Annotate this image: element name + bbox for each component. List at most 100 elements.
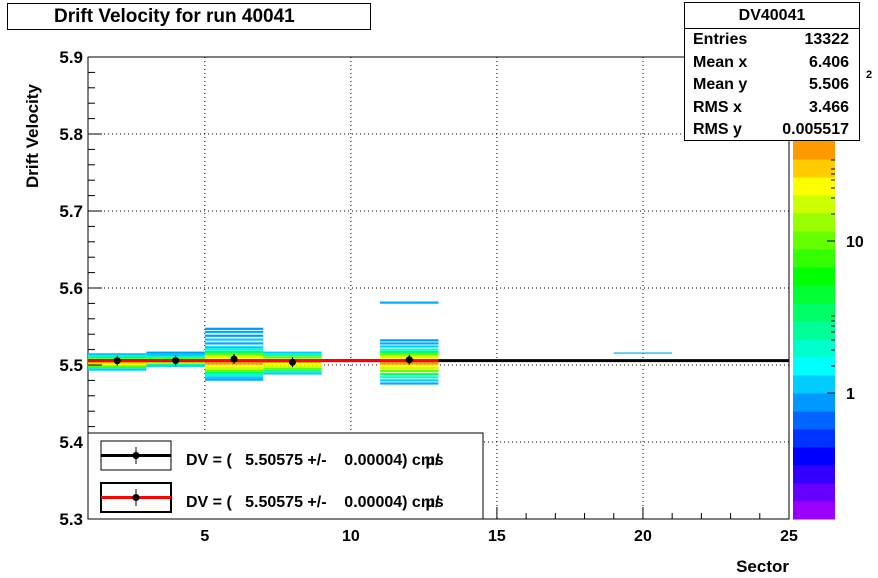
heatmap-cell	[204, 376, 264, 379]
color-scale-segment	[793, 501, 835, 520]
heatmap-cell	[380, 382, 439, 385]
data-point	[172, 357, 180, 365]
heatmap-cell	[380, 342, 439, 345]
heatmap-cell	[263, 372, 322, 375]
heatmap-cell	[263, 370, 322, 373]
stats-label: RMS x	[693, 98, 742, 116]
x-tick-label: 15	[488, 528, 506, 545]
heatmap-cell	[380, 350, 439, 354]
chart-title: Drift Velocity for run 40041	[7, 3, 371, 30]
heatmap-cell	[380, 370, 439, 373]
color-scale-segment	[793, 303, 835, 322]
stats-label: Mean y	[693, 76, 748, 93]
color-scale-segment	[793, 141, 835, 160]
color-scale-segment	[793, 429, 835, 448]
color-scale-segment	[793, 411, 835, 430]
heatmap-cell	[204, 334, 264, 337]
legend-unit-1: µs	[425, 452, 443, 469]
colorbar-label-10: 10	[846, 234, 864, 251]
legend-entry-2: DV = ( 5.50575 +/- 0.00004) cm/µs	[100, 482, 444, 513]
stats-label: Mean x	[693, 53, 748, 71]
legend-marker	[132, 494, 140, 501]
heatmap-cell	[263, 353, 322, 357]
heatmap-cell	[204, 373, 264, 377]
stats-value: 6.406	[808, 53, 849, 71]
stats-row-rms-y: RMS y 0.005517	[685, 119, 859, 142]
heatmap-cell	[380, 353, 439, 356]
color-scale-segment	[793, 465, 835, 484]
x-tick-label: 10	[342, 528, 360, 545]
x-tick-label: 5	[200, 528, 209, 545]
color-scale-segment	[793, 447, 835, 466]
heatmap-cell	[613, 352, 673, 354]
color-scale-segment	[793, 159, 835, 178]
heatmap-cell	[204, 369, 264, 372]
stats-row-entries: Entries 13322	[685, 29, 859, 52]
legend: DV = ( 5.50575 +/- 0.00004) cm/µs DV = (…	[87, 432, 484, 520]
y-tick-label: 5.5	[59, 356, 83, 375]
heatmap-cell	[204, 371, 264, 374]
x-tick-label: 25	[780, 528, 798, 545]
heatmap-cell	[88, 366, 147, 369]
color-scale-segment	[793, 375, 835, 394]
data-point	[288, 358, 296, 366]
color-scale-segment	[793, 483, 835, 502]
color-scale-segment	[793, 357, 835, 376]
heatmap-cell	[380, 373, 439, 376]
heatmap-cell	[204, 342, 264, 345]
stats-value: 0.005517	[782, 121, 849, 138]
heatmap-cell	[380, 339, 439, 342]
color-scale-segment	[793, 393, 835, 412]
stats-label: RMS y	[693, 121, 742, 138]
heatmap-cell	[88, 368, 147, 371]
x-axis-label: Sector	[736, 557, 789, 576]
y-axis-ticks: 5.3 5.4 5.5 5.6 5.7 5.8 5.9	[59, 48, 102, 529]
color-scale-segment	[793, 231, 835, 250]
legend-text-1: DV = ( 5.50575 +/- 0.00004) cm/	[186, 452, 440, 469]
stats-row-mean-y: Mean y 5.506	[685, 74, 859, 97]
x-axis-ticks: 5 10 15 20 25	[87, 507, 798, 545]
legend-box	[87, 432, 484, 520]
legend-unit-2: µs	[425, 494, 443, 511]
heatmap-cell	[204, 378, 264, 381]
heatmap-cell	[146, 353, 205, 357]
heatmap-cell	[204, 327, 264, 330]
heatmap-bins	[88, 301, 673, 385]
stats-value: 3.466	[808, 98, 849, 116]
heatmap-cell	[146, 351, 205, 354]
heatmap-cell	[263, 356, 322, 359]
svg-text:DV = ( 5.50575 +/- 0.0000: DV = ( 5.50575 +/- 0.00004) cm/µs	[186, 452, 444, 469]
heatmap-cell	[88, 364, 147, 367]
color-scale	[793, 141, 835, 520]
heatmap-cell	[204, 350, 264, 354]
y-tick-label: 5.6	[59, 279, 83, 298]
colorbar-label-partial: 2	[866, 69, 872, 81]
heatmap-cell	[204, 346, 264, 349]
heatmap-cell	[263, 351, 322, 354]
heatmap-cell	[88, 353, 147, 356]
legend-marker	[132, 452, 140, 459]
y-tick-label: 5.3	[59, 510, 83, 529]
heatmap-cell	[204, 348, 264, 351]
color-scale-segment	[793, 321, 835, 340]
heatmap-cell	[380, 364, 439, 367]
color-scale-segment	[793, 285, 835, 304]
color-scale-segment	[793, 267, 835, 286]
stats-title: DV40041	[685, 3, 859, 29]
heatmap-cell	[204, 330, 264, 333]
heatmap-cell	[204, 338, 264, 341]
data-point	[230, 355, 238, 363]
data-points	[113, 353, 413, 368]
heatmap-cell	[263, 367, 322, 370]
y-tick-label: 5.8	[59, 125, 83, 144]
stats-label: Entries	[693, 31, 748, 48]
heatmap-cell	[204, 366, 264, 370]
stats-value: 5.506	[808, 76, 849, 93]
heatmap-cell	[380, 301, 439, 304]
stats-row-rms-x: RMS x 3.466	[685, 97, 859, 120]
data-point	[113, 357, 121, 365]
y-tick-label: 5.4	[59, 433, 83, 452]
legend-entry-1: DV = ( 5.50575 +/- 0.00004) cm/µs	[100, 440, 444, 471]
stats-value: 13322	[804, 31, 850, 48]
